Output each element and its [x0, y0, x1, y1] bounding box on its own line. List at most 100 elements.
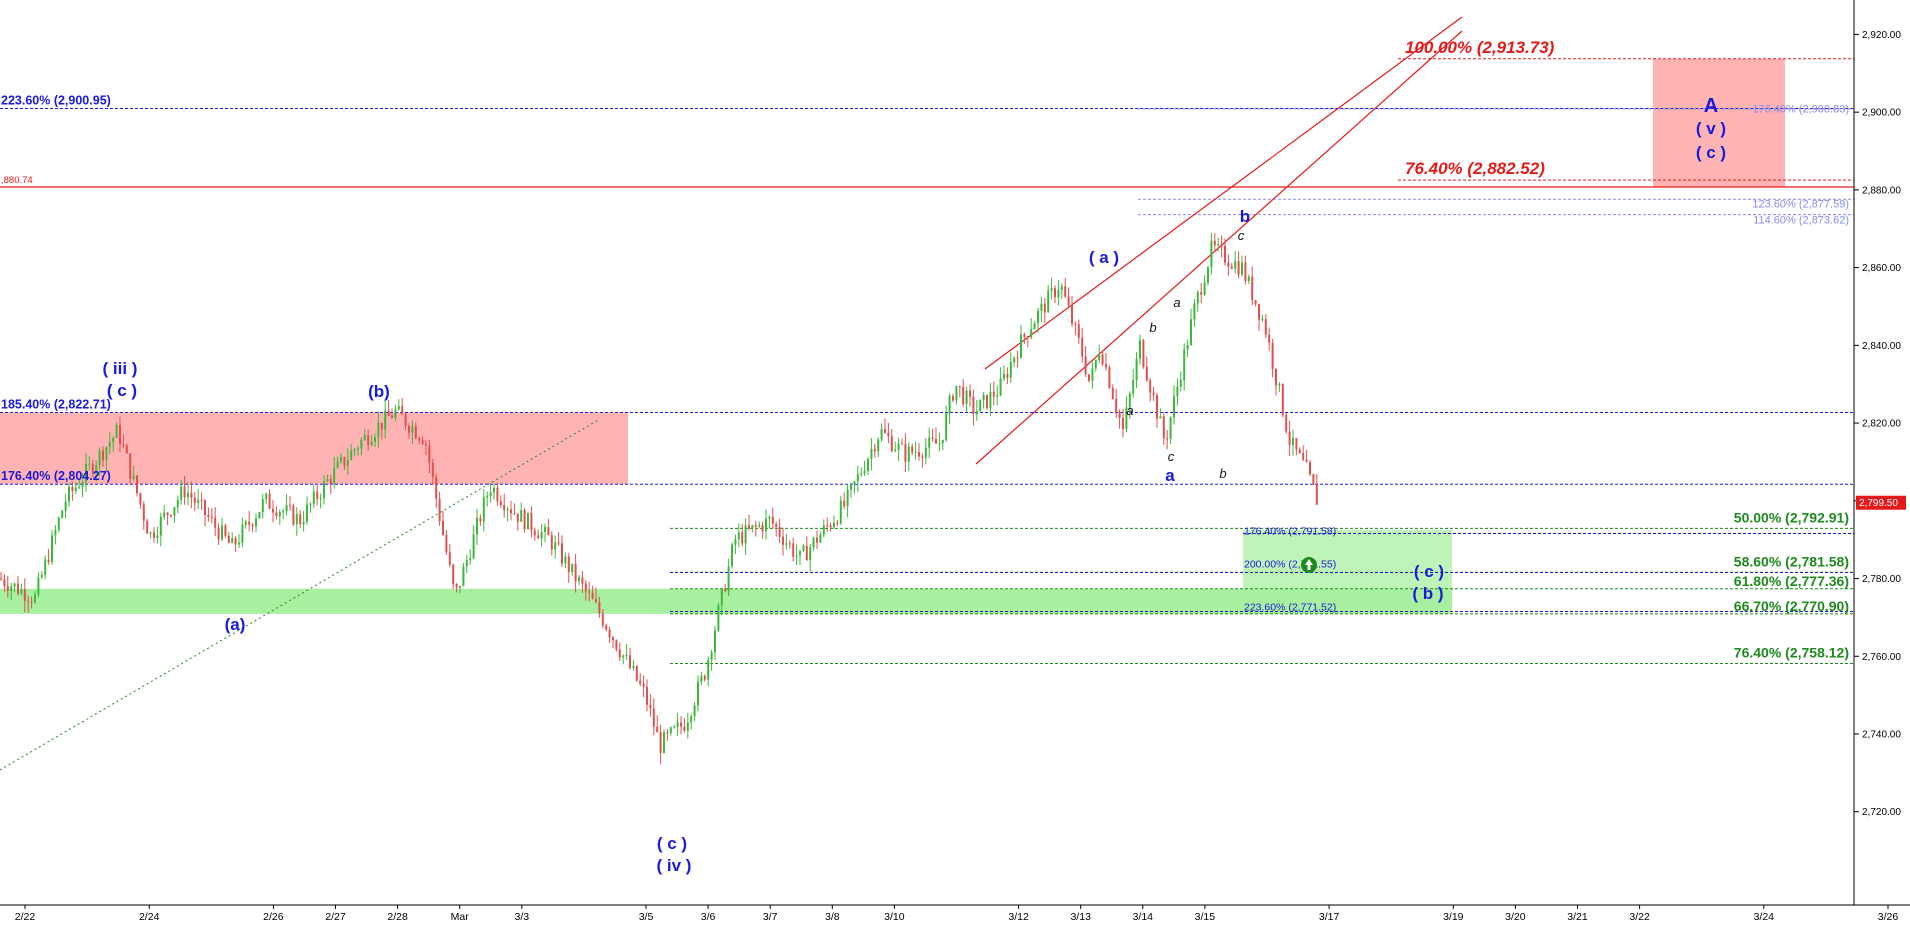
- wave-label: ( b ): [1412, 584, 1443, 603]
- candle-body: [54, 529, 57, 536]
- candle-body: [659, 732, 662, 753]
- candle-body: [693, 705, 696, 717]
- candle-body: [734, 539, 737, 545]
- candle-body: [1166, 438, 1169, 440]
- candle-body: [1244, 262, 1247, 281]
- candle-body: [1251, 276, 1254, 301]
- candle-body: [408, 425, 410, 433]
- candle-body: [1200, 292, 1203, 295]
- candle-body: [459, 586, 461, 588]
- candle-body: [1227, 262, 1230, 267]
- candle-body: [149, 532, 152, 534]
- candle-body: [802, 545, 805, 551]
- candle-body: [724, 588, 727, 592]
- candle-body: [465, 560, 468, 567]
- candle-body: [204, 500, 206, 516]
- candle-body: [190, 492, 193, 498]
- level-label: 223.60% (2,771.52): [1244, 601, 1336, 613]
- candle-body: [952, 396, 954, 401]
- candle-body: [785, 543, 788, 545]
- date-tick-label: 3/8: [825, 911, 840, 923]
- candle-body: [119, 424, 121, 445]
- candle-body: [132, 475, 135, 479]
- price-tick-label: 2,760.00: [1862, 652, 1901, 663]
- candle-body: [1302, 453, 1305, 460]
- candle-body: [482, 497, 485, 522]
- date-tick-label: 3/14: [1133, 911, 1154, 923]
- candle-body: [782, 536, 784, 545]
- zone-rect: [1653, 58, 1785, 188]
- candle-body: [312, 491, 315, 504]
- candle-body: [3, 579, 6, 586]
- candle-body: [1037, 311, 1039, 324]
- candle-body: [622, 655, 625, 658]
- level-labels-layer: 223.60% (2,900.95) 185.40% (2,822.71) 176.…: [1, 38, 1849, 661]
- candle-body: [122, 444, 125, 446]
- candle-body: [608, 629, 611, 638]
- price-tick-label: 2,780.00: [1862, 574, 1901, 585]
- candle-body: [214, 517, 217, 528]
- candle-body: [1013, 357, 1016, 362]
- candle-body: [486, 495, 489, 498]
- candle-body: [282, 511, 285, 513]
- candle-body: [102, 450, 104, 461]
- candle-body: [707, 659, 710, 680]
- candle-body: [989, 391, 992, 408]
- candle-body: [309, 503, 312, 505]
- candle-body: [567, 556, 570, 573]
- candle-body: [1023, 334, 1026, 337]
- candle-body: [1047, 290, 1050, 313]
- candle-body: [469, 558, 472, 561]
- candle-body: [1111, 387, 1114, 399]
- candle-body: [1074, 323, 1077, 325]
- candle-body: [200, 499, 203, 501]
- candle-body: [353, 449, 356, 451]
- candle-body: [955, 385, 958, 401]
- candle-body: [992, 391, 995, 397]
- candle-body: [530, 512, 533, 531]
- candle-body: [1026, 336, 1029, 338]
- candle-body: [1101, 354, 1104, 365]
- candle-body: [30, 601, 33, 603]
- candle-body: [13, 583, 16, 587]
- candle-body: [1230, 266, 1233, 269]
- candle-body: [421, 440, 424, 444]
- candle-body: [227, 535, 230, 543]
- candle-body: [819, 534, 822, 543]
- candle-body: [306, 504, 308, 522]
- candle-body: [183, 486, 186, 498]
- candle-body: [935, 439, 937, 444]
- candle-body: [234, 538, 237, 545]
- date-tick-label: 3/24: [1754, 911, 1775, 923]
- candle-body: [856, 474, 859, 482]
- candle-body: [1193, 303, 1196, 320]
- candle-body: [958, 385, 961, 387]
- candle-body: [85, 463, 87, 483]
- candle-body: [523, 510, 526, 530]
- candle-body: [1088, 374, 1090, 381]
- candle-body: [887, 432, 890, 437]
- candle-body: [554, 542, 557, 550]
- level-label: 61.80% (2,777.36): [1734, 573, 1849, 589]
- date-tick-label: 3/26: [1878, 911, 1899, 923]
- candle-body: [870, 448, 873, 460]
- candle-body: [601, 613, 604, 626]
- candle-body: [506, 509, 509, 511]
- candle-body: [945, 413, 948, 440]
- candle-body: [210, 517, 213, 519]
- candle-body: [166, 512, 169, 516]
- candle-body: [1186, 344, 1189, 350]
- wave-label: (b): [368, 382, 390, 401]
- candle-body: [615, 640, 618, 650]
- trendlines-layer: [0, 16, 1463, 771]
- candle-body: [1247, 276, 1250, 281]
- candle-body: [513, 513, 516, 515]
- price-tick-label: 2,920.00: [1862, 30, 1901, 41]
- candle-body: [635, 666, 638, 681]
- price-tick-label: 2,900.00: [1862, 108, 1901, 119]
- candle-body: [595, 598, 597, 603]
- candle-body: [27, 601, 30, 603]
- candle-body: [163, 512, 166, 517]
- candle-body: [1067, 296, 1070, 306]
